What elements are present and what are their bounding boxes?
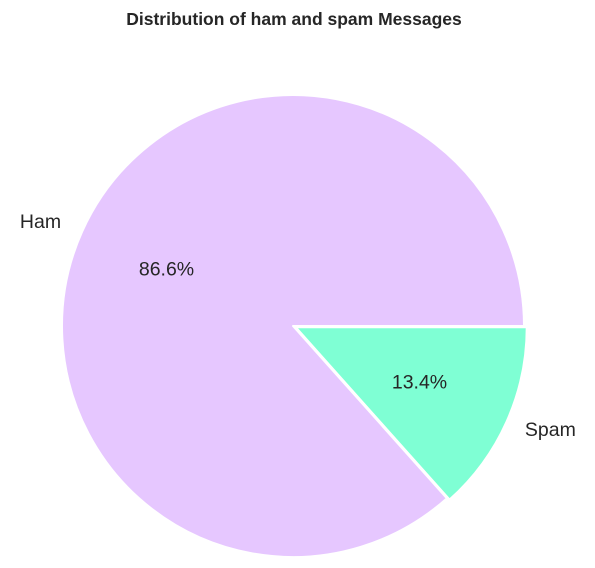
- pie-slice-ham: [61, 94, 525, 558]
- chart-title: Distribution of ham and spam Messages: [126, 9, 462, 29]
- slice-label-spam: Spam: [525, 419, 576, 441]
- pie-slices: [61, 94, 528, 558]
- slice-percent-spam: 13.4%: [392, 372, 447, 394]
- pie-slice-spam: [294, 326, 528, 501]
- pie-labels: Ham 86.6% Spam 13.4%: [20, 211, 576, 441]
- slice-percent-ham: 86.6%: [139, 258, 194, 280]
- slice-label-ham: Ham: [20, 211, 61, 233]
